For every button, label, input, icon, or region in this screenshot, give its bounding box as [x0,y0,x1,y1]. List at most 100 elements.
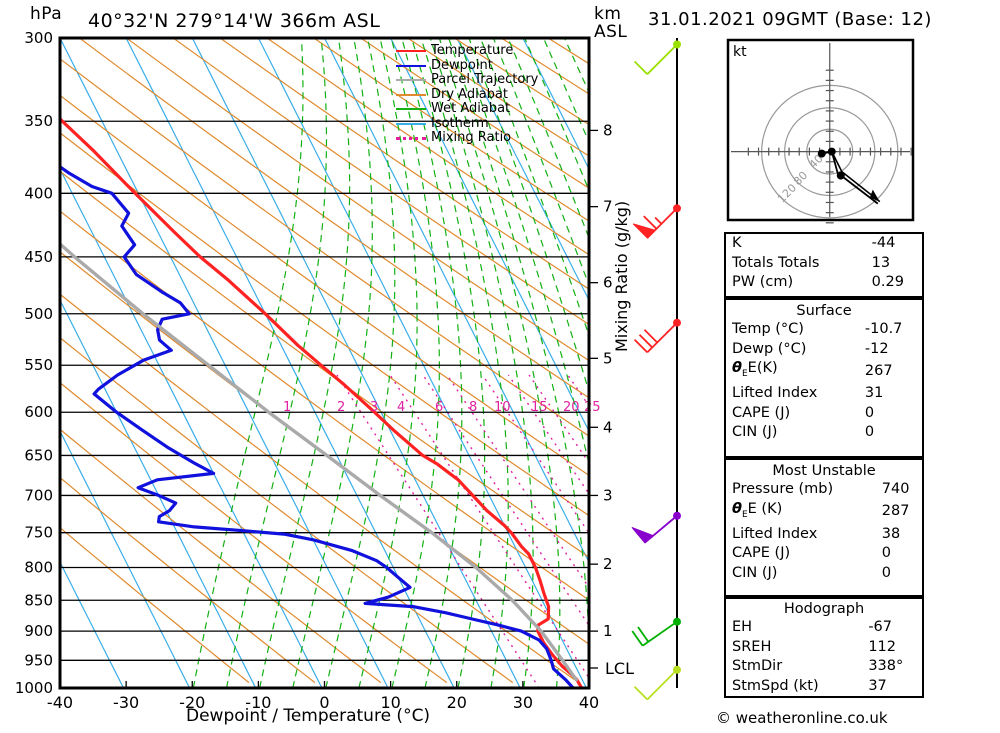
hodograph-stats-panel: Hodograph EH -67 SREH 112 StmDir 338° StmSpd (… [724,597,924,698]
most-unstable-label: Lifted Index [732,525,818,542]
height-unit-label-km: km [594,4,622,24]
most-unstable-value: 0 [881,564,891,581]
surface-value: 0 [864,404,875,421]
wind-barb [633,318,681,354]
temperature-tick-label: 40 [579,693,599,712]
pressure-tick-label: 300 [24,29,53,47]
legend-item: Temperature [396,43,538,59]
surface-label: CIN (J) [732,424,778,441]
station-title: 40°32'N 279°14'W 366m ASL [88,10,381,32]
surface-row: θEE(K) 267 [726,359,922,384]
copyright-notice: © weatheronline.co.uk [716,709,888,727]
most-unstable-row: Pressure (mb) 740 [726,480,922,500]
temperature-tick-label: -20 [179,693,205,712]
index-row: Totals Totals 13 [726,254,922,274]
most-unstable-label: CIN (J) [732,564,778,581]
hodograph-stat-value: 37 [868,677,887,694]
mixing-ratio-label: 10 [494,400,511,415]
wind-barb [631,617,681,647]
km-tick-label: 1 [603,622,613,640]
pressure-tick-label: 350 [24,112,53,130]
most-unstable-label: θEE (K) [732,500,783,520]
trace-dewpoint [60,164,575,688]
index-label: Totals Totals [732,254,820,271]
mixing-ratio-label: 2 [337,400,345,415]
legend-item: Isotherm [396,115,538,132]
surface-label: Temp (°C) [732,321,804,337]
surface-label: CAPE (J) [732,404,791,421]
km-tick-label: 3 [603,486,613,504]
most-unstable-row: CAPE (J) 0 [726,544,922,564]
legend-item: Mixing Ratio [396,130,538,146]
index-value: -44 [871,235,896,251]
temperature-tick-label: -30 [113,693,139,712]
most-unstable-label: CAPE (J) [732,545,791,562]
indices-panel: K -44 Totals Totals 13 PW (cm) 0.29 [724,232,924,298]
legend-item: Dewpoint [396,58,538,74]
index-label: PW (cm) [732,274,794,290]
wind-barb-column [631,38,681,701]
trace-temperature [60,116,584,688]
legend-swatch [396,122,426,125]
legend-label: Wet Adiabat [431,101,511,116]
wind-barb [631,511,681,544]
legend-swatch [396,50,426,53]
pressure-tick-label: 600 [24,403,53,421]
most-unstable-panel: Most Unstable Pressure (mb) 740 θEE (K) 287… [724,458,924,597]
mixing-ratio-axis-label: Mixing Ratio (g/kg) [612,200,631,352]
mixing-ratio-label: 6 [435,400,443,415]
km-tick-label: 8 [603,121,613,139]
hodograph-stat-label: StmDir [732,658,783,674]
x-axis-label: Dewpoint / Temperature (°C) [186,706,431,726]
pressure-tick-label: 950 [24,651,53,669]
most-unstable-value: 0 [881,545,891,562]
mixing-ratio-label: 15 [531,400,548,415]
surface-table: Temp (°C) -10.7 Dewp (°C) -12 θEE(K) 267 Lifte… [726,320,922,443]
hodograph-stat-row: SREH 112 [726,638,922,658]
index-row: PW (cm) 0.29 [726,273,922,293]
temperature-tick-label: -40 [47,693,73,712]
most-unstable-value: 740 [881,481,910,497]
legend-swatch [396,108,426,111]
pressure-tick-label: 850 [24,591,53,609]
legend-item: Wet Adiabat [396,101,538,117]
trace-parcel-trajectory [60,241,578,682]
legend-label: Isotherm [431,115,489,131]
surface-value: -10.7 [864,321,903,337]
most-unstable-row: θEE (K) 287 [726,500,922,525]
legend-label: Mixing Ratio [431,130,512,145]
pressure-gridlines: 3003504004505005506006507007508008509009… [15,29,613,712]
hodograph-stat-label: EH [732,619,753,635]
pressure-tick-label: 400 [24,184,53,202]
hodograph-stat-row: StmDir 338° [726,657,922,677]
most-unstable-row: Lifted Index 38 [726,525,922,545]
surface-row: CIN (J) 0 [726,423,922,443]
index-value: 13 [871,254,891,271]
surface-row: Dewp (°C) -12 [726,340,922,360]
lcl-label: LCL [605,659,634,678]
hodograph-stat-value: 338° [868,658,904,674]
index-value: 0.29 [871,274,904,290]
run-datetime: 31.01.2021 09GMT (Base: 12) [648,9,932,30]
hodograph-stats-title: Hodograph [783,601,865,617]
surface-value: 31 [864,385,884,402]
mixing-ratio-label: 20 [563,400,580,415]
surface-value: 267 [864,362,893,379]
surface-label: Dewp (°C) [732,340,807,357]
temperature-tick-label: 20 [447,693,467,712]
km-tick-label: 4 [603,418,613,436]
temperature-tick-label: 30 [513,693,533,712]
wind-barb [633,40,681,75]
surface-row: Lifted Index 31 [726,384,922,404]
hodograph-stat-value: -67 [868,619,892,635]
pressure-tick-label: 750 [24,524,53,542]
surface-row: CAPE (J) 0 [726,404,922,424]
pressure-tick-label: 500 [24,305,53,323]
indices-table: K -44 Totals Totals 13 PW (cm) 0.29 [726,234,922,293]
legend-label: Temperature [431,43,514,58]
pressure-tick-label: 650 [24,446,53,464]
surface-value: -12 [864,340,889,357]
pressure-unit-label: hPa [30,4,63,24]
